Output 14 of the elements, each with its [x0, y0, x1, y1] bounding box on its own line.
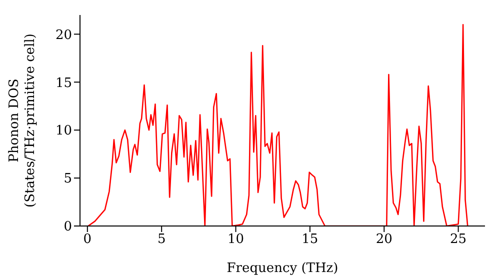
x-tick-label: 15: [302, 232, 318, 248]
y-tick-label: 5: [64, 172, 72, 187]
y-axis-title: Phonon DOS (States/THz·primitive cell): [7, 33, 38, 208]
y-tick-label: 20: [55, 28, 72, 43]
line-series: [88, 24, 468, 226]
y-tick-label: 15: [55, 76, 72, 91]
x-tick-label: 0: [83, 232, 92, 248]
x-tick-label: 20: [376, 232, 392, 248]
x-tick-label: 5: [157, 232, 166, 248]
y-tick-label: 0: [64, 220, 72, 235]
x-axis-title: Frequency (THz): [226, 261, 338, 276]
y-tick-label: 10: [55, 124, 72, 139]
x-tick-label: 25: [450, 232, 467, 248]
x-tick-label: 10: [227, 232, 244, 248]
